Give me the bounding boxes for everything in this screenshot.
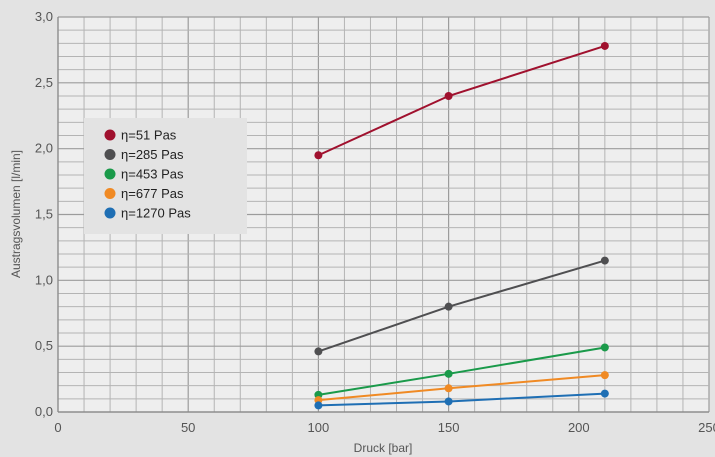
legend-label: η=1270 Pas <box>121 206 191 221</box>
series-group <box>314 256 609 356</box>
legend-marker <box>104 129 116 141</box>
data-point <box>444 369 453 378</box>
data-point <box>600 343 609 352</box>
y-tick-label: 0,0 <box>35 404 53 419</box>
data-point <box>600 371 609 380</box>
legend-marker <box>104 149 116 160</box>
y-tick-label: 2,5 <box>35 75 53 90</box>
x-axis-title: Druck [bar] <box>354 441 413 455</box>
x-tick-label: 0 <box>54 420 61 435</box>
series-lines <box>314 41 609 410</box>
data-point <box>314 401 323 410</box>
y-tick-labels: 0,0 0,5 1,0 1,5 2,0 2,5 3,0 <box>35 9 53 419</box>
y-tick-label: 3,0 <box>35 9 53 24</box>
legend-label: η=51 Pas <box>121 128 177 143</box>
data-point <box>444 397 453 406</box>
y-tick-label: 1,0 <box>35 272 53 287</box>
axes <box>57 17 709 413</box>
y-tick-label: 2,0 <box>35 141 53 156</box>
x-tick-label: 200 <box>568 420 590 435</box>
x-tick-label: 150 <box>438 420 460 435</box>
series-group <box>314 41 609 160</box>
data-point <box>314 347 323 356</box>
data-point <box>314 151 323 160</box>
data-point <box>444 92 453 100</box>
data-point <box>600 41 609 50</box>
legend: η=51 Pas η=285 Pas η=453 Pas η=677 Pas η=127… <box>84 118 247 234</box>
x-tick-labels: 0 50 100 150 200 250 <box>54 420 715 435</box>
y-axis-title: Austragsvolumen [l/min] <box>9 150 23 278</box>
series-group <box>314 389 609 410</box>
data-point <box>600 256 609 265</box>
legend-marker <box>104 207 116 219</box>
data-point <box>444 384 453 393</box>
legend-label: η=677 Pas <box>121 186 184 201</box>
x-tick-label: 250 <box>698 420 715 435</box>
y-tick-label: 0,5 <box>35 338 53 353</box>
y-tick-label: 1,5 <box>35 207 53 222</box>
data-point <box>444 302 453 311</box>
legend-label: η=285 Pas <box>121 147 184 162</box>
legend-marker <box>104 188 116 199</box>
legend-marker <box>104 168 116 180</box>
x-tick-label: 50 <box>181 420 195 435</box>
grid-lines <box>57 16 710 413</box>
x-tick-label: 100 <box>308 420 330 435</box>
series-group <box>314 371 609 405</box>
legend-label: η=453 Pas <box>121 167 184 182</box>
data-point <box>600 389 609 398</box>
